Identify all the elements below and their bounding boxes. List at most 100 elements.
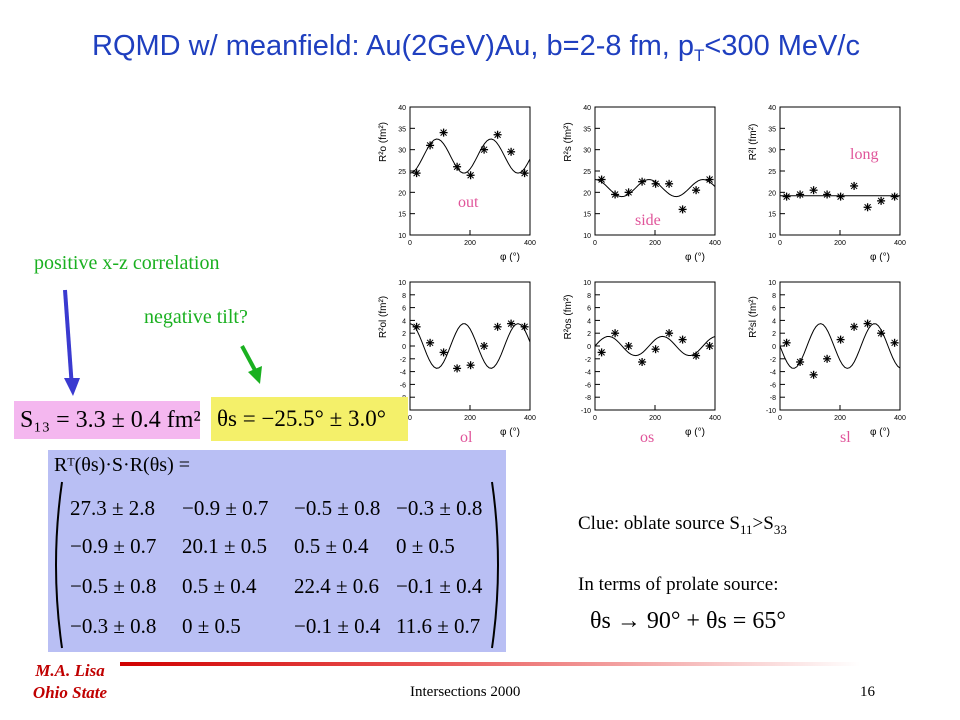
data-point-d2 bbox=[850, 182, 858, 190]
panel-label: ol bbox=[460, 429, 473, 446]
y-tick-label: 6 bbox=[587, 306, 591, 313]
prolate-formula: θs → 90° + θs = 65° bbox=[590, 608, 786, 634]
x-axis-label: φ (°) bbox=[500, 427, 520, 438]
y-tick-label: 20 bbox=[768, 190, 776, 197]
plot-frame bbox=[409, 106, 531, 236]
matrix-cell: −0.3 ± 0.8 bbox=[396, 496, 483, 520]
x-tick-label: 0 bbox=[593, 240, 597, 247]
footer-divider bbox=[120, 662, 860, 666]
data-point-d2 bbox=[638, 358, 646, 366]
panel-label: out bbox=[458, 194, 479, 211]
matrix-cell: −0.5 ± 0.8 bbox=[70, 574, 157, 598]
data-point-d2 bbox=[494, 323, 501, 331]
author-affiliation: Ohio State bbox=[32, 683, 108, 702]
data-point-d2 bbox=[625, 188, 632, 196]
data-point-d2 bbox=[507, 320, 515, 327]
x-tick-label: 400 bbox=[709, 415, 721, 422]
page-number: 16 bbox=[860, 684, 875, 700]
data-point-d2 bbox=[652, 345, 659, 353]
y-tick-label: 4 bbox=[402, 318, 406, 325]
data-point-d2 bbox=[837, 193, 844, 200]
y-tick-label: 8 bbox=[772, 293, 776, 300]
theta-formula: θs = −25.5° ± 3.0° bbox=[217, 406, 386, 431]
data-point-d2 bbox=[665, 329, 673, 337]
y-tick-label: -4 bbox=[400, 370, 406, 377]
data-point-d2 bbox=[864, 203, 871, 211]
green-arrow-head bbox=[248, 366, 262, 384]
y-axis-label: R²o (fm²) bbox=[378, 122, 389, 162]
data-point-d2 bbox=[679, 336, 686, 343]
data-point-d2 bbox=[796, 191, 804, 198]
y-axis-label: R²sl (fm²) bbox=[748, 296, 759, 338]
panel-label: sl bbox=[840, 429, 851, 446]
y-tick-label: -6 bbox=[400, 382, 406, 389]
data-point-d2 bbox=[891, 193, 898, 200]
data-point-d2 bbox=[692, 186, 700, 194]
data-point-d2 bbox=[611, 191, 619, 198]
matrix-cell: −0.1 ± 0.4 bbox=[294, 614, 381, 638]
matrix-cell: −0.5 ± 0.8 bbox=[294, 496, 381, 520]
footer-conference: Intersections 2000 bbox=[410, 684, 521, 700]
rotation-formula: Rᵀ(θs)·S·R(θs) = bbox=[54, 454, 191, 476]
data-point-d2 bbox=[426, 339, 434, 347]
data-point-d2 bbox=[598, 176, 605, 183]
y-tick-label: 35 bbox=[398, 126, 406, 133]
s13-formula-box: S₁₃ = 3.3 ± 0.4 fm² bbox=[14, 401, 201, 439]
matrix-cell: 0.5 ± 0.4 bbox=[294, 534, 369, 558]
clue-text: Clue: oblate source S11>S33 bbox=[578, 513, 787, 537]
x-tick-label: 200 bbox=[649, 415, 661, 422]
x-tick-label: 0 bbox=[778, 415, 782, 422]
y-tick-label: -8 bbox=[585, 395, 591, 402]
y-tick-label: 0 bbox=[587, 344, 591, 351]
y-tick-label: 25 bbox=[398, 169, 406, 176]
y-tick-label: -8 bbox=[770, 395, 776, 402]
matrix-cell: 0 ± 0.5 bbox=[182, 614, 241, 638]
y-tick-label: 10 bbox=[398, 280, 406, 287]
data-point-d2 bbox=[850, 323, 858, 331]
y-tick-label: 15 bbox=[583, 212, 591, 219]
y-tick-label: 2 bbox=[772, 331, 776, 338]
y-tick-label: 40 bbox=[583, 105, 591, 112]
data-point-d2 bbox=[413, 323, 420, 331]
y-tick-label: 40 bbox=[768, 105, 776, 112]
y-tick-label: 4 bbox=[772, 318, 776, 325]
y-tick-label: -2 bbox=[770, 357, 776, 364]
data-point-d2 bbox=[467, 361, 474, 369]
data-point-d2 bbox=[467, 171, 474, 179]
x-tick-label: 400 bbox=[709, 240, 721, 247]
data-point-d2 bbox=[480, 342, 488, 350]
positive-correlation-label: positive x-z correlation bbox=[34, 252, 220, 274]
y-tick-label: 4 bbox=[587, 318, 591, 325]
data-point-d2 bbox=[507, 148, 515, 156]
fit-curve bbox=[409, 138, 531, 174]
x-tick-label: 0 bbox=[408, 240, 412, 247]
x-tick-label: 0 bbox=[778, 240, 782, 247]
theta-formula-box: θs = −25.5° ± 3.0° bbox=[211, 397, 408, 441]
data-point-d2 bbox=[453, 365, 461, 372]
x-axis-label: φ (°) bbox=[870, 427, 890, 438]
data-point-d2 bbox=[453, 163, 461, 171]
y-tick-label: -2 bbox=[400, 357, 406, 364]
y-tick-label: 30 bbox=[398, 148, 406, 155]
y-tick-label: 25 bbox=[583, 169, 591, 176]
s13-formula: S₁₃ = 3.3 ± 0.4 fm² bbox=[20, 407, 201, 433]
y-tick-label: -10 bbox=[581, 408, 591, 415]
data-point-d2 bbox=[679, 206, 686, 213]
x-tick-label: 0 bbox=[408, 415, 412, 422]
y-tick-label: 35 bbox=[583, 126, 591, 133]
y-tick-label: 40 bbox=[398, 105, 406, 112]
y-tick-label: 10 bbox=[398, 233, 406, 240]
data-point-d2 bbox=[891, 339, 898, 347]
plot-frame bbox=[779, 106, 901, 236]
matrix-cell: 0 ± 0.5 bbox=[396, 534, 455, 558]
y-tick-label: 30 bbox=[768, 148, 776, 155]
data-point-d2 bbox=[521, 169, 528, 177]
data-point-d2 bbox=[692, 352, 700, 359]
matrix-cell: 11.6 ± 0.7 bbox=[396, 614, 481, 638]
y-tick-label: 30 bbox=[583, 148, 591, 155]
matrix-cell: 27.3 ± 2.8 bbox=[70, 496, 156, 520]
author-name: M.A. Lisa bbox=[35, 661, 105, 680]
y-axis-label: R²s (fm²) bbox=[563, 122, 574, 161]
prolate-text: In terms of prolate source: bbox=[578, 574, 779, 595]
rotation-matrix-box: Rᵀ(θs)·S·R(θs) = 27.3 ± 2.8 −0.9 ± 0.7 −0.… bbox=[48, 450, 506, 652]
